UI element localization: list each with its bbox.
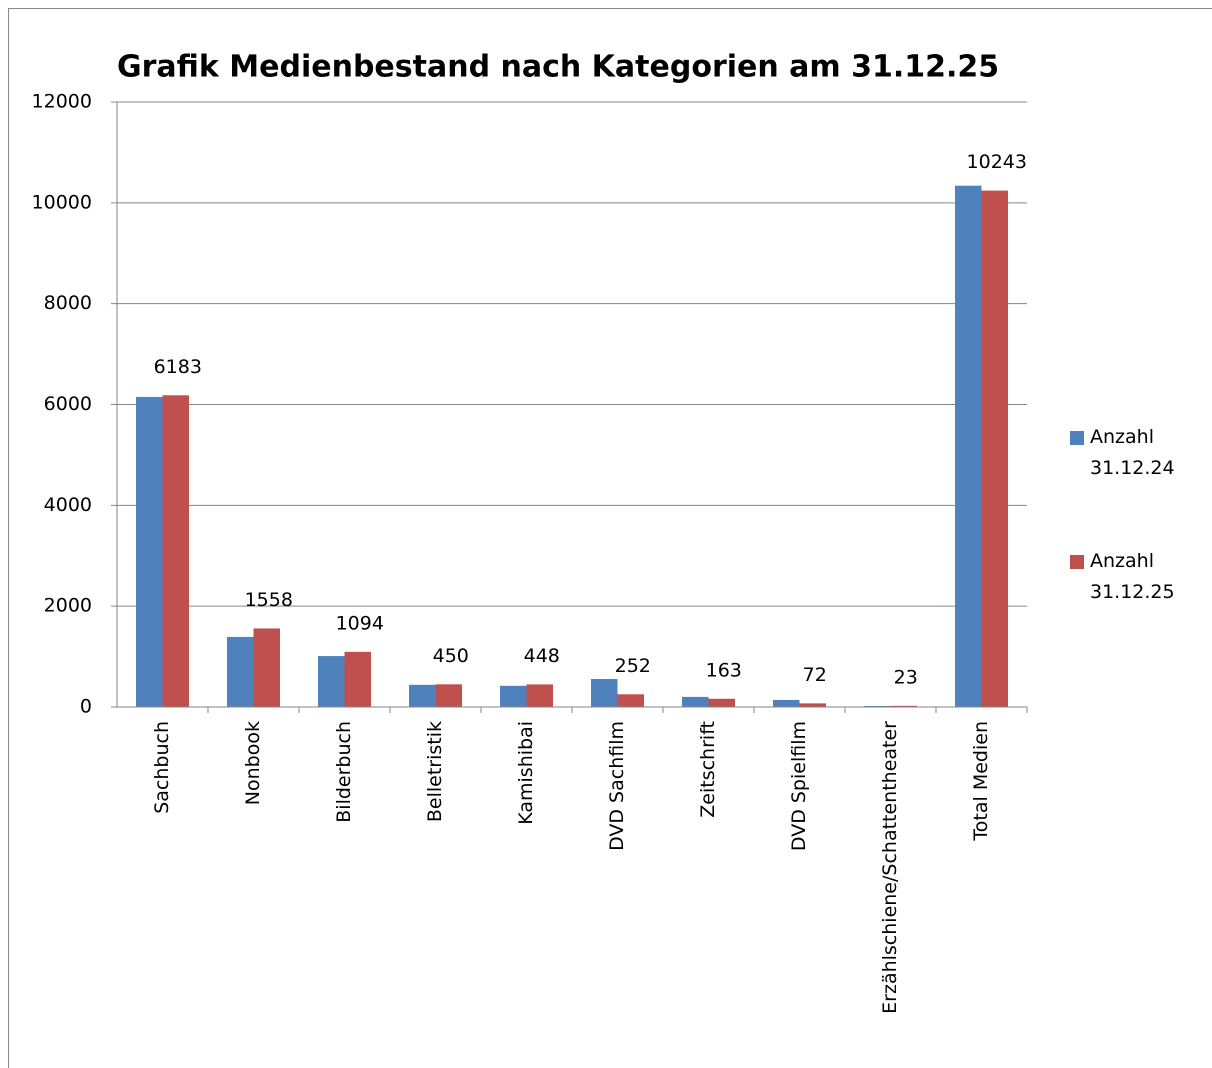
data-label: 6183 [154, 356, 202, 378]
bar [682, 696, 709, 707]
y-tick-label: 10000 [32, 191, 92, 213]
x-tick-label: Zeitschrift [697, 721, 719, 818]
legend-swatch [1070, 431, 1084, 445]
legend-label: Anzahl 31.12.25 [1090, 550, 1175, 603]
x-tick-label: Total Medien [970, 721, 992, 842]
bar [318, 656, 345, 707]
x-tick-label: Bilderbuch [333, 721, 355, 823]
x-tick-label: Kamishibai [515, 721, 537, 825]
bar [409, 684, 436, 707]
y-tick-label: 2000 [44, 595, 92, 617]
x-tick-label: Sachbuch [151, 721, 173, 814]
frame [8, 8, 1212, 1068]
y-tick-label: 8000 [44, 292, 92, 314]
bar [344, 651, 371, 707]
data-label: 163 [706, 659, 742, 681]
bar [526, 684, 553, 707]
bar [799, 703, 826, 707]
chart-title: Grafik Medienbestand nach Kategorien am … [117, 50, 999, 85]
bar [955, 185, 982, 708]
bar [253, 628, 280, 707]
y-tick-label: 0 [80, 696, 92, 718]
data-label: 72 [803, 664, 827, 686]
legend-swatch [1070, 555, 1084, 569]
y-tick-label: 12000 [32, 91, 92, 113]
x-tick-label: Erzählschiene/Schattentheater [879, 721, 901, 1014]
bar [773, 699, 800, 707]
bar [500, 685, 527, 707]
data-label: 1558 [245, 589, 293, 611]
x-tick-label: DVD Spielfilm [788, 721, 810, 851]
data-label: 450 [433, 645, 469, 667]
data-label: 1094 [336, 612, 384, 634]
legend-label: Anzahl 31.12.24 [1090, 426, 1175, 479]
y-tick-label: 6000 [44, 393, 92, 415]
data-label: 448 [524, 645, 560, 667]
bar [435, 684, 462, 707]
bar [136, 396, 163, 707]
x-tick-label: Nonbook [242, 721, 264, 805]
x-tick-label: DVD Sachfilm [606, 721, 628, 851]
data-label: 252 [615, 655, 651, 677]
bar [227, 636, 254, 707]
bar [864, 705, 891, 707]
data-label: 10243 [967, 151, 1027, 173]
bar [162, 395, 189, 707]
bar [591, 679, 618, 707]
bar [890, 705, 917, 707]
data-label: 23 [894, 666, 918, 688]
y-tick-label: 4000 [44, 494, 92, 516]
x-tick-label: Belletristik [424, 721, 446, 822]
bar [981, 190, 1008, 707]
bar [617, 694, 644, 707]
bar [708, 698, 735, 707]
